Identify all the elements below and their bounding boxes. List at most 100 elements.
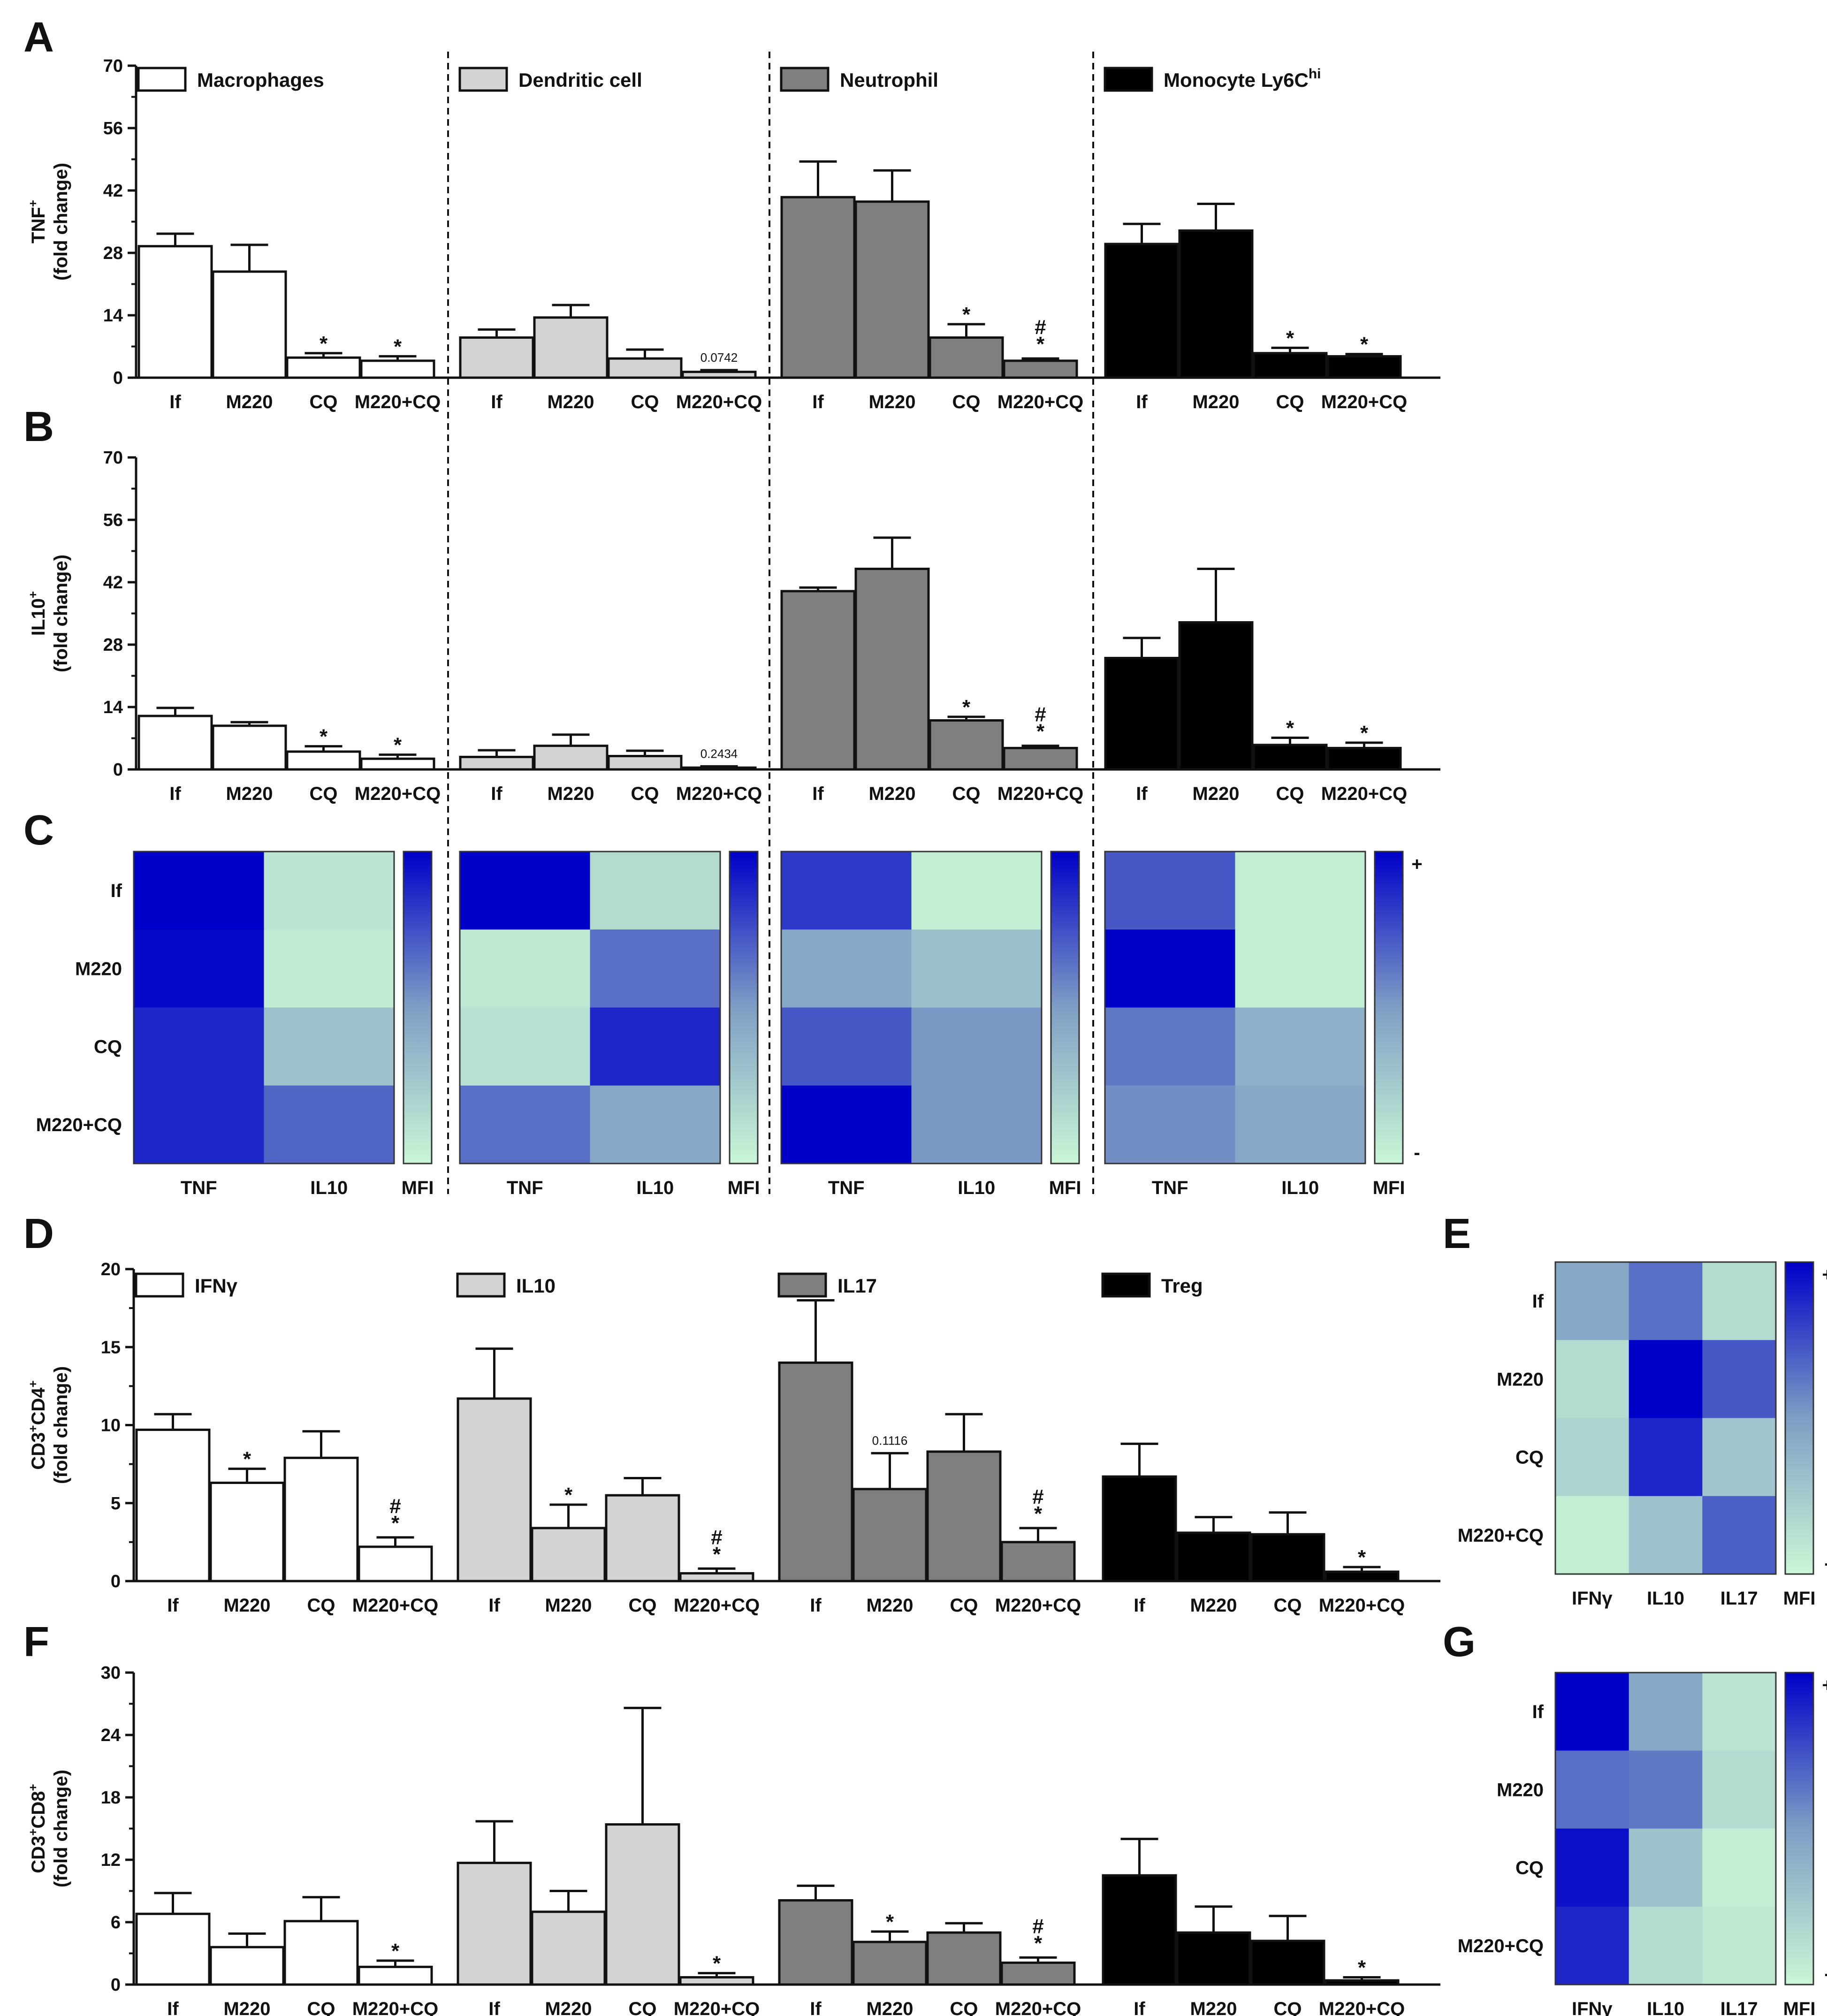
y-tick-label: 0 xyxy=(113,368,123,388)
heatmap-col-label: IL10 xyxy=(1647,1999,1684,2016)
x-tick-label: M220+CQ xyxy=(674,1999,760,2016)
x-tick-label: If xyxy=(488,1595,500,1616)
heatmap-frame xyxy=(1554,1261,1777,1575)
heatmap-cell xyxy=(781,929,912,1008)
x-tick-label: M220 xyxy=(866,1999,913,2016)
y-axis-label-sup: + xyxy=(26,1829,40,1836)
heatmap-row-label: M220+CQ xyxy=(36,1115,122,1135)
significance-star: * xyxy=(391,1512,400,1535)
heatmap-cell xyxy=(1555,1496,1629,1575)
color-scale-high: + xyxy=(1822,1264,1827,1285)
bar-neutrophil-m220-cq xyxy=(1003,359,1078,379)
bar-macrophages-m220-cq xyxy=(360,757,435,771)
y-axis-sublabel: (fold change) xyxy=(51,1770,71,1887)
x-tick-label: CQ xyxy=(310,392,338,412)
heatmap-cell xyxy=(1235,1007,1366,1086)
bar-treg-if xyxy=(1102,1874,1177,1986)
bar-il10-cq xyxy=(605,1823,680,1986)
heatmap-frame xyxy=(459,851,721,1164)
heatmap-cell xyxy=(264,929,395,1008)
heatmap-row-label: M220+CQ xyxy=(1458,1936,1544,1956)
x-tick-label: If xyxy=(491,392,502,412)
heatmap-cell xyxy=(1235,852,1366,930)
y-axis-label-main: CD3 xyxy=(28,1836,49,1873)
bar-neutrophil-cq xyxy=(929,719,1004,771)
y-axis-label-sup: + xyxy=(26,591,40,598)
bar-ifn--cq xyxy=(283,1920,359,1986)
significance-marker: * xyxy=(243,1448,251,1471)
bar-neutrophil-if xyxy=(780,590,856,771)
heatmap-cell xyxy=(1629,1828,1703,1907)
x-tick-label: M220+CQ xyxy=(674,1595,760,1616)
bar-treg-cq xyxy=(1250,1533,1325,1582)
heatmap-cell xyxy=(590,1007,721,1086)
bar-monocyte-ly6c-m220-cq xyxy=(1326,355,1402,379)
x-tick-label: If xyxy=(169,784,181,804)
x-tick-label: CQ xyxy=(629,1595,657,1616)
heatmap-e: IFNγ IL10 IL17 If M220 CQ M220+CQ MFI + - xyxy=(1458,1261,1827,1609)
y-tick-label: 42 xyxy=(103,181,123,201)
significance-marker: # * xyxy=(1032,1915,1043,1955)
bar-ifn--m220-cq xyxy=(358,1545,433,1582)
x-tick-label: CQ xyxy=(1276,784,1304,804)
x-tick-label: If xyxy=(488,1999,500,2016)
bar-monocyte-ly6c-m220 xyxy=(1178,621,1254,771)
x-tick-label: M220+CQ xyxy=(1321,392,1407,412)
panel-letter-g: G xyxy=(1443,1619,1476,1666)
legend-label: Treg xyxy=(1161,1275,1203,1297)
bar-il17-m220 xyxy=(852,1940,928,1986)
significance-marker: * xyxy=(1360,333,1369,356)
x-tick-label: M220+CQ xyxy=(995,1595,1081,1616)
heatmap-row-label: M220 xyxy=(1497,1780,1544,1800)
heatmap-cell xyxy=(590,929,721,1008)
heatmap-col-label: TNF xyxy=(181,1178,217,1198)
significance-marker: * xyxy=(394,335,402,358)
panel-letter-c: C xyxy=(23,807,54,854)
x-tick-label: M220+CQ xyxy=(352,1595,438,1616)
x-tick-label: If xyxy=(167,1999,179,2016)
x-tick-label: CQ xyxy=(307,1999,335,2016)
panel-letter-b: B xyxy=(23,403,54,450)
heatmap-cell xyxy=(1105,852,1235,930)
x-tick-label: CQ xyxy=(631,392,659,412)
y-tick-label: 56 xyxy=(103,119,123,138)
color-scale-low: - xyxy=(1414,1142,1420,1163)
heatmap-frame xyxy=(1554,1672,1777,1986)
heatmap-cell xyxy=(1629,1262,1703,1340)
bar-dendritic-cell-m220-cq xyxy=(681,371,757,379)
x-tick-label: M220 xyxy=(547,784,594,804)
x-tick-label: M220 xyxy=(1190,1999,1237,2016)
heatmap-col-label: IL17 xyxy=(1720,1999,1758,2016)
significance-hash: # xyxy=(1032,1915,1043,1938)
bar-il10-cq xyxy=(605,1494,680,1582)
color-scale-label: MFI xyxy=(402,1178,434,1198)
significance-hash: # xyxy=(711,1526,722,1549)
significance-marker: # * xyxy=(1035,703,1046,743)
bar-monocyte-ly6c-cq xyxy=(1252,744,1328,771)
y-tick-label: 14 xyxy=(103,698,123,717)
significance-marker: * xyxy=(886,1910,894,1933)
x-tick-label: M220+CQ xyxy=(1321,784,1407,804)
heatmap-cell xyxy=(1629,1906,1703,1985)
bar-neutrophil-if xyxy=(780,196,856,379)
legend-swatch xyxy=(135,1272,184,1298)
bar-treg-m220 xyxy=(1176,1931,1251,1986)
panel-letter-f: F xyxy=(23,1619,49,1666)
significance-marker: * xyxy=(713,1952,721,1975)
heatmap-cell xyxy=(1105,1085,1235,1164)
heatmap-cell xyxy=(781,1007,912,1086)
x-tick-label: M220 xyxy=(868,392,915,412)
heatmap-col-label: IL10 xyxy=(1281,1178,1319,1198)
y-tick-label: 10 xyxy=(101,1416,121,1436)
significance-marker: * xyxy=(1286,327,1294,350)
color-scale-label: MFI xyxy=(728,1178,760,1198)
heatmap-cell xyxy=(460,1085,590,1164)
p-value-label: 0.2434 xyxy=(700,746,738,761)
x-tick-label: If xyxy=(1134,1595,1145,1616)
bar-treg-m220-cq xyxy=(1324,1570,1400,1582)
color-scale-label: MFI xyxy=(1783,1999,1816,2016)
heatmap-row-label: M220+CQ xyxy=(1458,1525,1544,1546)
x-tick-label: CQ xyxy=(629,1999,657,2016)
bar-ifn--m220 xyxy=(209,1946,285,1986)
